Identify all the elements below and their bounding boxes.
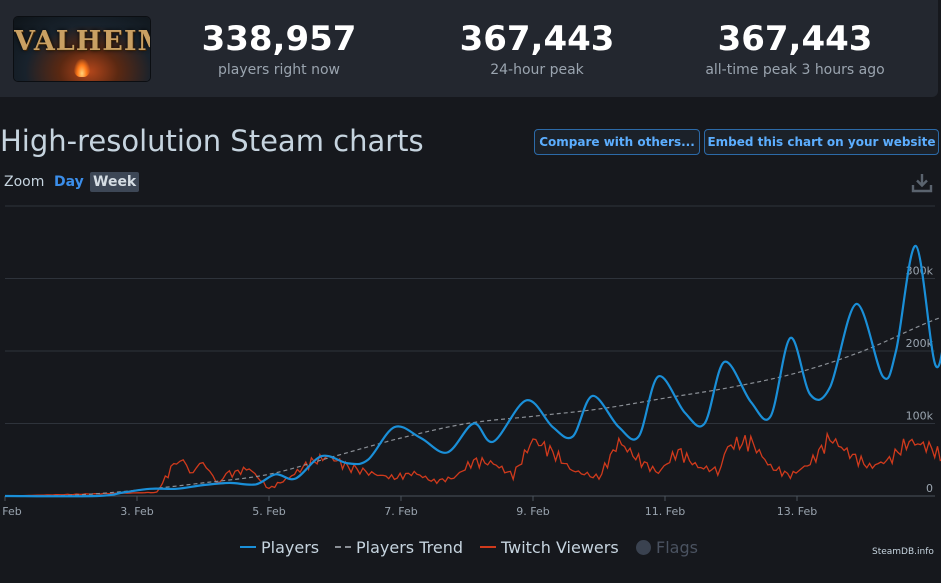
players-line [4, 244, 941, 498]
campfire-icon [74, 59, 90, 77]
legend-players[interactable]: Players [240, 537, 319, 557]
compare-button[interactable]: Compare with others... [534, 129, 700, 155]
legend-flags[interactable]: Flags [636, 537, 698, 557]
stat-24h-peak: 367,443 24-hour peak [427, 20, 647, 78]
x-tick-label: 11. Feb [645, 505, 685, 518]
embed-chart-button[interactable]: Embed this chart on your website [704, 129, 939, 155]
x-tick-label: 5. Feb [252, 505, 285, 518]
y-tick-label: 0 [926, 482, 933, 495]
stat-value: 338,957 [201, 19, 357, 59]
stat-label: 24-hour peak [490, 62, 584, 78]
stat-label: players right now [218, 62, 340, 78]
credit-text: SteamDB.info [872, 547, 934, 557]
players-swatch [240, 546, 256, 548]
x-tick-label: 9. Feb [516, 505, 549, 518]
y-tick-label: 200k [906, 337, 934, 350]
stat-value: 367,443 [459, 19, 615, 59]
stat-players-now: 338,957 players right now [169, 20, 389, 78]
stats-header: VALHEIM 338,957 players right now 367,44… [0, 0, 938, 97]
legend-trend[interactable]: Players Trend [335, 537, 463, 557]
legend-twitch-label: Twitch Viewers [501, 537, 619, 557]
legend-flags-label: Flags [656, 537, 698, 557]
players-trend-line [4, 316, 941, 497]
player-count-chart[interactable]: 0 100k 200k 300k 1. Feb 3. Feb 5. Feb 7. Feb 9. … [0, 198, 941, 523]
legend-players-label: Players [261, 537, 320, 557]
stat-label: all-time peak 3 hours ago [705, 62, 885, 78]
y-tick-label: 100k [906, 410, 934, 423]
zoom-week-option[interactable]: Week [90, 172, 140, 192]
legend-trend-label: Players Trend [356, 537, 463, 557]
trend-swatch [335, 546, 351, 548]
page-title: High-resolution Steam charts [0, 124, 424, 158]
stat-value: 367,443 [717, 19, 873, 59]
twitch-viewers-line [4, 431, 941, 497]
stat-all-time-peak: 367,443 all-time peak 3 hours ago [685, 20, 905, 78]
game-logo-text: VALHEIM [14, 26, 150, 57]
flags-dot-icon [636, 539, 651, 555]
download-icon[interactable] [910, 172, 934, 194]
game-logo[interactable]: VALHEIM [14, 17, 150, 81]
legend-twitch[interactable]: Twitch Viewers [480, 537, 619, 557]
zoom-day-option[interactable]: Day [54, 174, 84, 190]
x-tick-label: 13. Feb [777, 505, 817, 518]
x-tick-label: 3. Feb [120, 505, 153, 518]
x-tick-label: 7. Feb [384, 505, 417, 518]
x-tick-label: 1. Feb [0, 505, 22, 518]
y-tick-label: 300k [906, 265, 934, 278]
zoom-label: Zoom [4, 174, 45, 190]
twitch-swatch [480, 546, 496, 548]
